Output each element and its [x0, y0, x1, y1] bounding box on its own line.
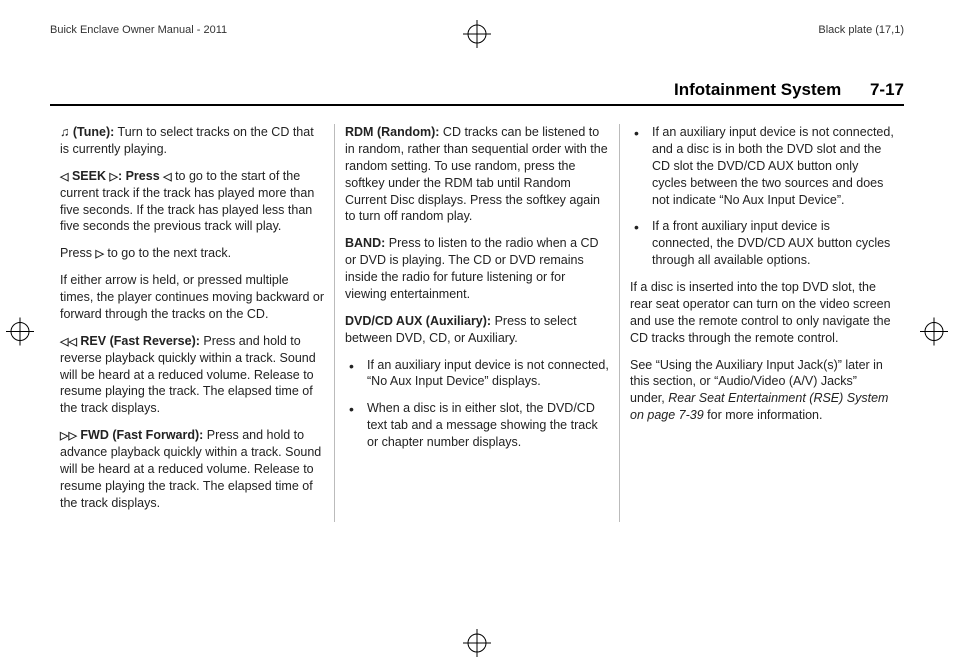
seeref-b: for more information.: [704, 408, 823, 422]
para-fwd: ▷▷ FWD (Fast Forward): Press and hold to…: [60, 427, 324, 511]
content-columns: ♫ (Tune): Turn to select tracks on the C…: [50, 124, 904, 522]
manual-page: Buick Enclave Owner Manual - 2011 Black …: [0, 0, 954, 668]
seek-back-icon-inline: ◁: [163, 172, 171, 183]
section-title: Infotainment System: [674, 80, 841, 99]
fwd-icon: ▷▷: [60, 431, 77, 442]
section-header: Infotainment System 7-17: [50, 80, 904, 106]
column-1: ♫ (Tune): Turn to select tracks on the C…: [50, 124, 334, 522]
para-aux: DVD/CD AUX (Auxiliary): Press to select …: [345, 313, 609, 347]
registration-mark-right: [920, 318, 948, 351]
seek-back-icon: ◁: [60, 172, 68, 183]
registration-mark-bottom: [463, 629, 491, 662]
lead-band: BAND:: [345, 236, 385, 250]
registration-mark-top: [463, 20, 491, 48]
para-rdm: RDM (Random): CD tracks can be listened …: [345, 124, 609, 225]
bullet-aux-4: If a front auxiliary input device is con…: [630, 218, 894, 269]
para-top-dvd: If a disc is inserted into the top DVD s…: [630, 279, 894, 347]
para-band: BAND: Press to listen to the radio when …: [345, 235, 609, 303]
lead-rev: REV (Fast Reverse):: [80, 334, 200, 348]
manual-title: Buick Enclave Owner Manual - 2011: [50, 24, 227, 36]
aux-bullets-cont: If an auxiliary input device is not conn…: [630, 124, 894, 269]
music-note-icon: ♫: [60, 126, 69, 139]
body-rdm: CD tracks can be listened to in random, …: [345, 125, 608, 223]
seek-fwd-icon-inline: ▷: [95, 249, 103, 260]
column-3: If an auxiliary input device is not conn…: [619, 124, 904, 522]
bullet-aux-3: If an auxiliary input device is not conn…: [630, 124, 894, 208]
page-number: 7-17: [870, 80, 904, 99]
para-rev: ◁◁ REV (Fast Reverse): Press and hold to…: [60, 333, 324, 417]
body-press-1: Press: [60, 246, 95, 260]
column-2: RDM (Random): CD tracks can be listened …: [334, 124, 619, 522]
bullet-aux-2: When a disc is in either slot, the DVD/C…: [345, 400, 609, 451]
lead-fwd: FWD (Fast Forward):: [80, 428, 203, 442]
lead-aux: DVD/CD AUX (Auxiliary):: [345, 314, 491, 328]
para-arrow-held: If either arrow is held, or pressed mult…: [60, 272, 324, 323]
plate-label: Black plate (17,1): [818, 24, 904, 36]
lead-seek: SEEK: [72, 169, 106, 183]
lead-tune: (Tune):: [73, 125, 114, 139]
top-bar: Buick Enclave Owner Manual - 2011 Black …: [50, 24, 904, 36]
seek-fwd-icon: ▷: [109, 172, 117, 183]
registration-mark-left: [6, 318, 34, 351]
para-tune: ♫ (Tune): Turn to select tracks on the C…: [60, 124, 324, 158]
para-press-next: Press ▷ to go to the next track.: [60, 245, 324, 262]
aux-bullets: If an auxiliary input device is not conn…: [345, 357, 609, 451]
bullet-aux-1: If an auxiliary input device is not conn…: [345, 357, 609, 391]
seek-colon: : Press: [118, 169, 163, 183]
rev-icon: ◁◁: [60, 337, 77, 348]
para-seek: ◁ SEEK ▷: Press ◁ to go to the start of …: [60, 168, 324, 236]
para-seeref: See “Using the Auxiliary Input Jack(s)” …: [630, 357, 894, 425]
lead-rdm: RDM (Random):: [345, 125, 439, 139]
body-press-2: to go to the next track.: [104, 246, 231, 260]
